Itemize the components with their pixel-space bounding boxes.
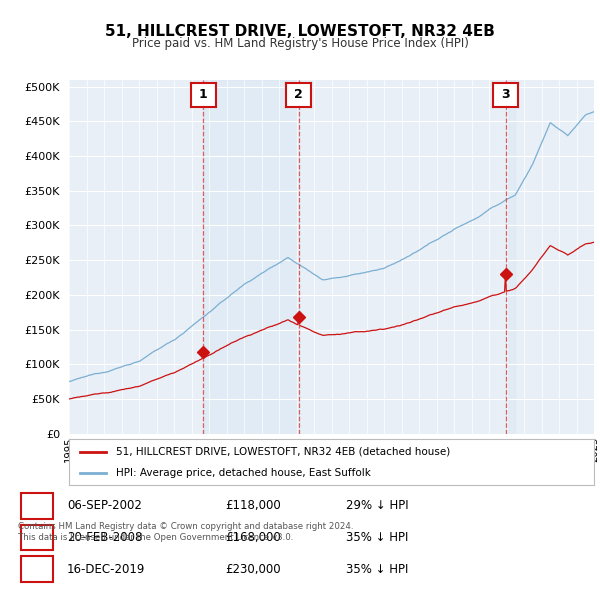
Text: 06-SEP-2002: 06-SEP-2002 xyxy=(67,499,142,512)
Text: 16-DEC-2019: 16-DEC-2019 xyxy=(67,563,145,576)
Text: 3: 3 xyxy=(32,563,41,576)
FancyBboxPatch shape xyxy=(21,525,53,550)
FancyBboxPatch shape xyxy=(21,556,53,582)
Text: 29% ↓ HPI: 29% ↓ HPI xyxy=(346,499,409,512)
Text: HPI: Average price, detached house, East Suffolk: HPI: Average price, detached house, East… xyxy=(116,468,371,478)
Text: Price paid vs. HM Land Registry's House Price Index (HPI): Price paid vs. HM Land Registry's House … xyxy=(131,37,469,50)
Bar xyxy=(203,80,299,434)
Text: 2: 2 xyxy=(32,531,41,544)
Text: 20-FEB-2008: 20-FEB-2008 xyxy=(67,531,142,544)
Text: 1: 1 xyxy=(199,88,208,101)
Text: 35% ↓ HPI: 35% ↓ HPI xyxy=(346,563,409,576)
Text: 35% ↓ HPI: 35% ↓ HPI xyxy=(346,531,409,544)
Text: £230,000: £230,000 xyxy=(226,563,281,576)
Text: £168,000: £168,000 xyxy=(226,531,281,544)
Text: £118,000: £118,000 xyxy=(226,499,281,512)
Bar xyxy=(506,80,515,434)
Text: 51, HILLCREST DRIVE, LOWESTOFT, NR32 4EB (detached house): 51, HILLCREST DRIVE, LOWESTOFT, NR32 4EB… xyxy=(116,447,451,457)
FancyBboxPatch shape xyxy=(21,493,53,519)
Text: This data is licensed under the Open Government Licence v3.0.: This data is licensed under the Open Gov… xyxy=(18,533,293,542)
Text: 3: 3 xyxy=(502,88,510,101)
Text: Contains HM Land Registry data © Crown copyright and database right 2024.: Contains HM Land Registry data © Crown c… xyxy=(18,522,353,531)
Text: 51, HILLCREST DRIVE, LOWESTOFT, NR32 4EB: 51, HILLCREST DRIVE, LOWESTOFT, NR32 4EB xyxy=(105,24,495,38)
Text: 1: 1 xyxy=(32,499,41,512)
Text: 2: 2 xyxy=(295,88,303,101)
